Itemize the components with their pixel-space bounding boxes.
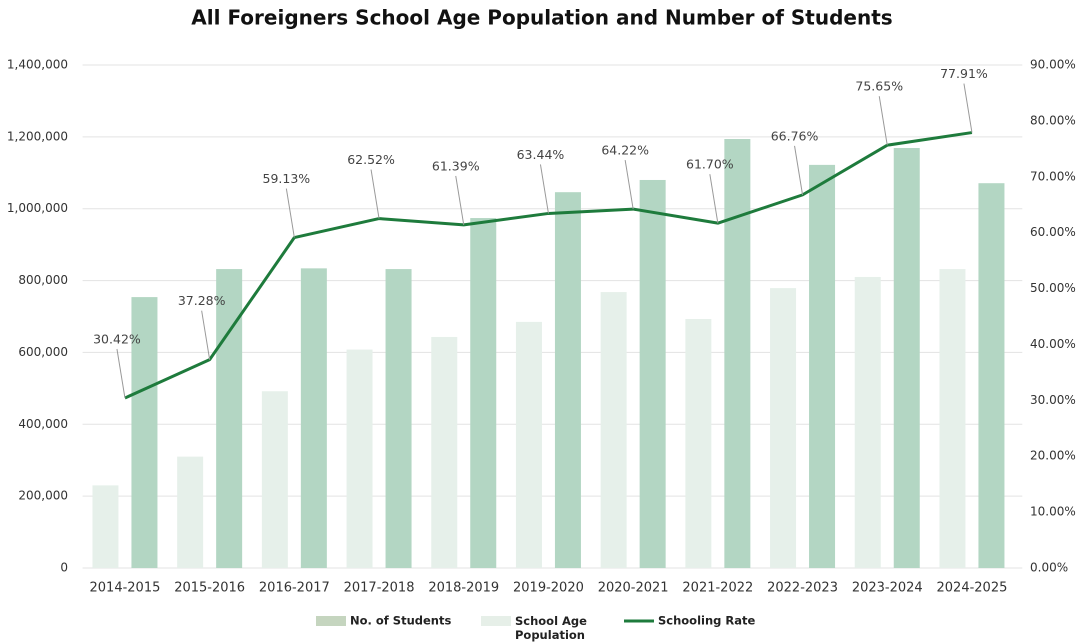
data-label: 61.70% (686, 157, 734, 172)
bar (385, 269, 412, 568)
data-label: 66.76% (771, 128, 819, 143)
legend-swatch (316, 616, 346, 626)
legend-label: School Age Population (515, 614, 587, 642)
bar (216, 269, 243, 568)
leader-line (709, 174, 719, 224)
x-tick-label: 2021-2022 (682, 581, 753, 596)
leader-line (116, 348, 126, 399)
y-tick-label: 0 (60, 561, 68, 575)
bar (470, 218, 497, 568)
x-tick-label: 2019-2020 (513, 581, 584, 596)
legend-label: No. of Students (350, 614, 451, 628)
y2-tick-label: 30.00% (1030, 393, 1076, 407)
y2-tick-label: 80.00% (1030, 113, 1076, 127)
data-label: 61.39% (432, 158, 480, 173)
y2-tick-label: 10.00% (1030, 505, 1076, 519)
data-label: 75.65% (855, 79, 903, 94)
data-label: 63.44% (517, 147, 565, 162)
leader-line (539, 164, 549, 214)
y-tick-label: 800,000 (18, 273, 68, 287)
data-label: 62.52% (347, 152, 395, 167)
y2-tick-label: 70.00% (1030, 169, 1076, 183)
bar (346, 349, 373, 568)
x-tick-label: 2018-2019 (428, 581, 499, 596)
x-tick-label: 2016-2017 (259, 581, 330, 596)
y-tick-label: 400,000 (18, 417, 68, 431)
chart-title: All Foreigners School Age Population and… (191, 6, 892, 30)
x-tick-label: 2014-2015 (90, 581, 161, 596)
bar (261, 391, 288, 568)
bar (131, 297, 158, 568)
data-label: 77.91% (940, 66, 988, 81)
leader-line (963, 83, 973, 133)
y-tick-label: 1,400,000 (7, 58, 68, 72)
bar (770, 288, 797, 568)
y-tick-label: 1,000,000 (7, 201, 68, 215)
bar (854, 276, 881, 568)
bar (893, 147, 920, 568)
data-label: 30.42% (93, 331, 141, 346)
x-tick-label: 2023-2024 (852, 581, 923, 596)
y2-tick-label: 90.00% (1030, 58, 1076, 72)
leader-line (370, 169, 380, 219)
x-tick-label: 2015-2016 (174, 581, 245, 596)
x-tick-label: 2020-2021 (598, 581, 669, 596)
legend-swatch (481, 616, 511, 626)
bar (177, 456, 204, 568)
y2-tick-label: 0.00% (1030, 561, 1068, 575)
bar (600, 292, 627, 568)
leader-line (285, 188, 295, 238)
y2-tick-label: 60.00% (1030, 225, 1076, 239)
bar (724, 139, 751, 568)
leader-line (794, 145, 804, 195)
leader-line (624, 160, 634, 210)
leader-line (201, 310, 211, 360)
line (124, 131, 973, 400)
bar (978, 183, 1005, 568)
bar (300, 268, 327, 568)
x-tick-label: 2017-2018 (344, 581, 415, 596)
y-tick-label: 600,000 (18, 345, 68, 359)
bar (515, 321, 542, 568)
bar (92, 485, 119, 568)
y-tick-label: 1,200,000 (7, 129, 68, 143)
bar (685, 319, 712, 568)
bar (639, 179, 666, 568)
y-tick-label: 200,000 (18, 489, 68, 503)
leader-line (455, 175, 465, 225)
y2-tick-label: 50.00% (1030, 281, 1076, 295)
y2-tick-label: 40.00% (1030, 337, 1076, 351)
y2-tick-label: 20.00% (1030, 449, 1076, 463)
bar (809, 164, 836, 569)
bar (431, 336, 458, 568)
data-label: 37.28% (178, 293, 226, 308)
bar (554, 192, 581, 569)
bar (939, 269, 966, 568)
data-label: 59.13% (263, 171, 311, 186)
data-label: 64.22% (601, 143, 649, 158)
x-tick-label: 2022-2023 (767, 581, 838, 596)
x-tick-label: 2024-2025 (937, 581, 1008, 596)
legend-label: Schooling Rate (658, 614, 756, 628)
leader-line (878, 96, 888, 146)
